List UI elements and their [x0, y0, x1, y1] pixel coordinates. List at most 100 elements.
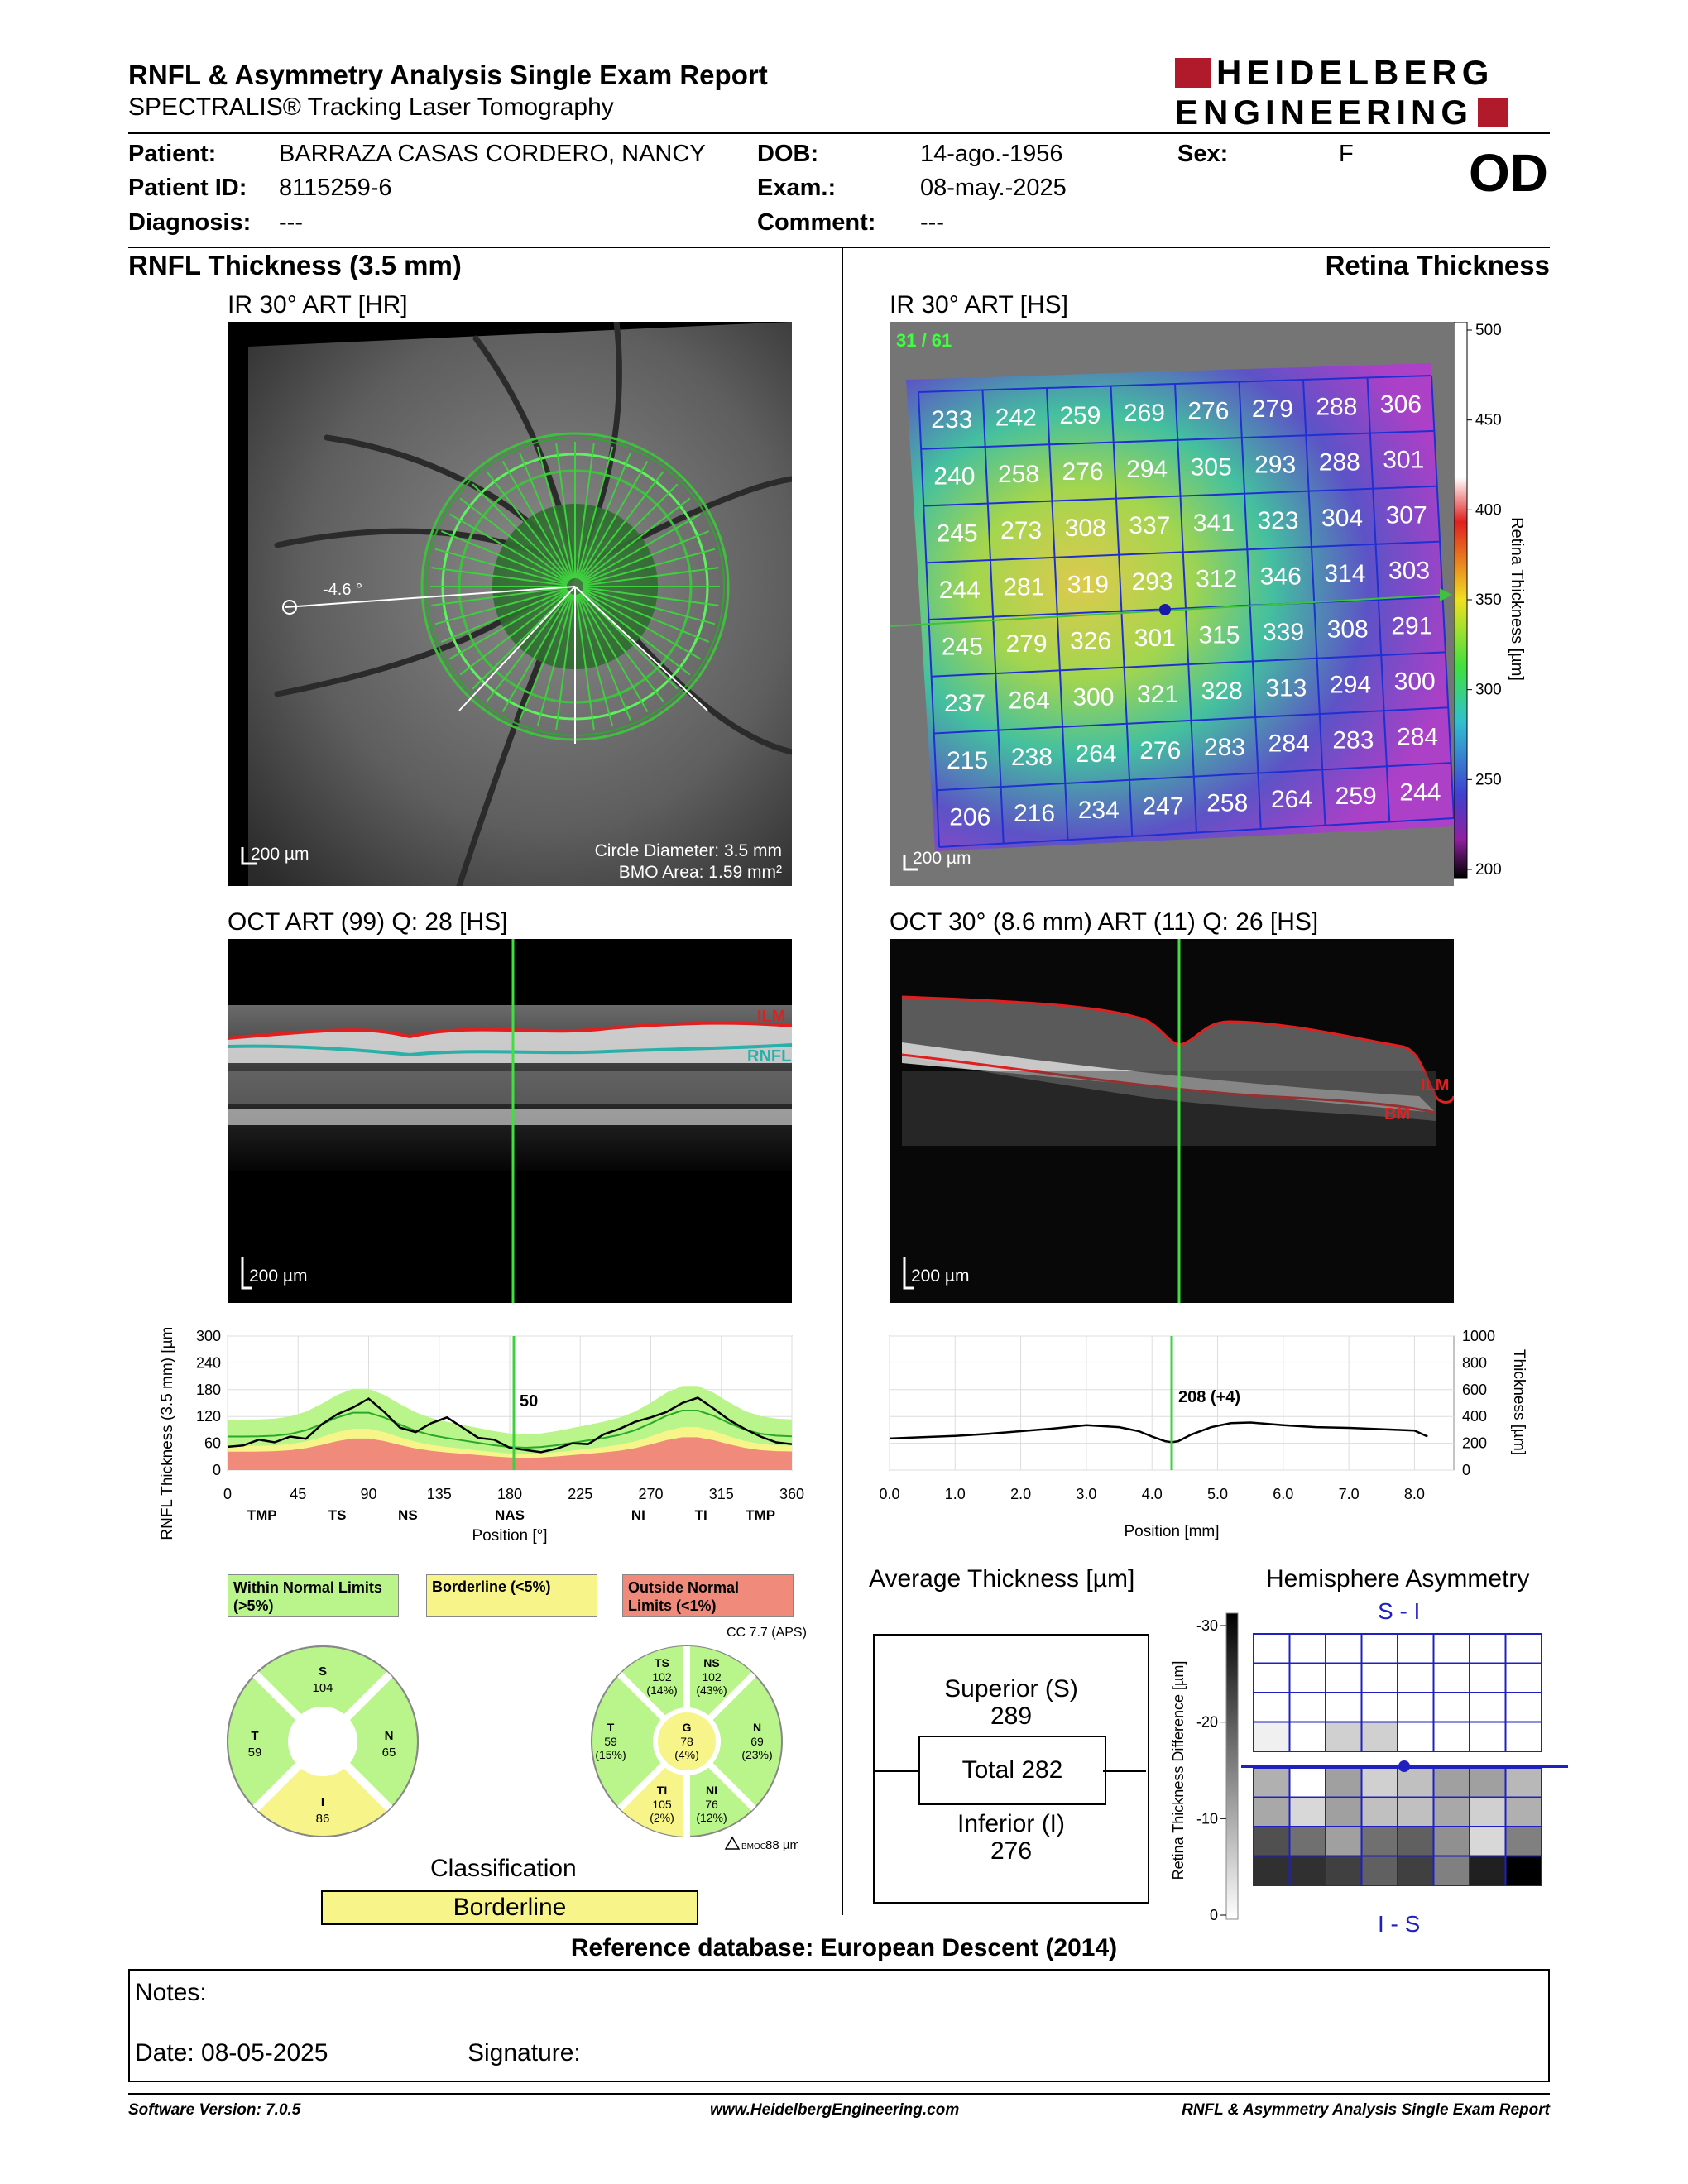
scan-spoke [555, 594, 575, 730]
grid-cell-value: 315 [1198, 621, 1240, 649]
diagnosis-value: --- [279, 209, 303, 236]
dob-label: DOB: [757, 141, 819, 167]
asymmetry-cell [1325, 1767, 1363, 1798]
grid-line [928, 596, 1443, 620]
asymmetry-cell [1504, 1721, 1542, 1752]
hemisphere-tick: 0 [1210, 1907, 1218, 1923]
sector-diagram-6: TS 102 (14%) NS 102 (43%) T 59 (15%) G 7… [591, 1645, 798, 1852]
asymmetry-cell [1432, 1796, 1470, 1827]
scan-spoke [555, 443, 575, 579]
oct-right-scale: 200 µm [911, 1267, 969, 1286]
exam-label: Exam.: [757, 175, 837, 201]
asymmetry-cell [1432, 1633, 1470, 1664]
legend-outside: Outside Normal Limits (<1%) [622, 1574, 794, 1617]
rnfl-sector-label: TMP [247, 1507, 277, 1523]
grid-cell-value: 346 [1260, 563, 1302, 590]
oct-left-rnfl: RNFL [747, 1047, 791, 1066]
retina-xtick: 1.0 [945, 1486, 966, 1502]
asymmetry-cell [1325, 1826, 1363, 1857]
grid-cell-value: 326 [1070, 627, 1111, 654]
section-rule [128, 247, 1550, 248]
colorbar-label: Retina Thickness [µm] [1508, 517, 1526, 681]
notes-date: Date: 08-05-2025 [135, 2039, 328, 2067]
scan-spoke [434, 587, 568, 625]
sector6-ns-pct: (43%) [696, 1684, 727, 1697]
rnfl-sector-label: NS [398, 1507, 418, 1523]
delta-icon [724, 1836, 741, 1850]
sector4-n-label: N [385, 1729, 394, 1743]
asymmetry-cell [1253, 1633, 1291, 1664]
scan-spoke [582, 513, 702, 583]
asymmetry-cell [1360, 1692, 1398, 1723]
asymmetry-cell [1469, 1826, 1507, 1857]
hemisphere-scale-label: Retina Thickness Difference [µm] [1170, 1661, 1187, 1880]
sex-label: Sex: [1177, 141, 1229, 167]
scan-spoke [576, 446, 614, 579]
grid-cell-value: 264 [1009, 687, 1050, 714]
rnfl-ytick: 300 [196, 1328, 221, 1344]
sector4-s-value: 104 [312, 1681, 333, 1695]
colorbar-tick: 200 [1475, 861, 1502, 879]
oct-bscan-right: ILM BM 200 µm [890, 939, 1454, 1303]
rnfl-ytick: 60 [204, 1435, 221, 1452]
retina-xtick: 8.0 [1404, 1486, 1425, 1502]
oct-right-bm: BM [1384, 1105, 1410, 1123]
hemisphere-scale: -30 -20 -10 0 Retina Thickness Difference [… [1170, 1612, 1239, 1923]
rnfl-sector-label: TI [695, 1507, 707, 1523]
grid-cell-value: 312 [1196, 566, 1237, 593]
scan-spoke [459, 591, 569, 676]
avg-superior-value: 289 [990, 1703, 1033, 1730]
asymmetry-cell [1253, 1721, 1291, 1752]
rnfl-xtick: 45 [290, 1486, 306, 1502]
colorbar-tick: 250 [1475, 771, 1502, 788]
grid-cell-value: 321 [1137, 681, 1178, 708]
eye-indicator: OD [1469, 143, 1548, 203]
retina-cursor-value: 208 (+4) [1178, 1388, 1240, 1406]
grid-cell-value: 288 [1316, 393, 1357, 420]
grid-cell-value: 279 [1005, 630, 1047, 658]
sector6-ni-value: 76 [705, 1798, 718, 1811]
scan-spoke [579, 592, 664, 702]
ir-left-scale: 200 µm [251, 845, 309, 864]
cc-label: CC 7.7 (APS) [727, 1626, 807, 1640]
asymmetry-cell [1253, 1767, 1291, 1798]
classification-value: Borderline [321, 1890, 698, 1925]
grid-cell-value: 244 [1399, 779, 1441, 807]
scan-spoke [583, 567, 719, 587]
asymmetry-cell [1469, 1692, 1507, 1723]
rnfl-ytick: 120 [196, 1408, 221, 1425]
retina-xtick: 2.0 [1010, 1486, 1031, 1502]
asymmetry-cell [1397, 1633, 1435, 1664]
grid-cell-value: 293 [1132, 568, 1173, 596]
retina-ytick: 1000 [1462, 1328, 1495, 1344]
sector6-n-pct: (23%) [741, 1748, 772, 1761]
grid-cell-value: 307 [1386, 502, 1427, 529]
retina-xtick: 4.0 [1142, 1486, 1163, 1502]
colorbar-tick: 400 [1475, 501, 1502, 519]
grid-cell-value: 306 [1380, 391, 1422, 419]
grid-cell-value: 247 [1142, 793, 1183, 821]
scan-spoke [486, 471, 571, 581]
asymmetry-cell [1360, 1662, 1398, 1693]
rnfl-outside-band [228, 1437, 792, 1470]
grid-cell-value: 304 [1321, 505, 1363, 532]
scan-spoke [519, 452, 573, 580]
sex-value: F [1339, 141, 1354, 167]
grid-line [933, 706, 1449, 735]
sector6-n-value: 69 [750, 1735, 764, 1748]
grid-cell-value: 237 [944, 690, 985, 717]
sector4-n-value: 65 [382, 1746, 396, 1760]
asymmetry-cell [1325, 1855, 1363, 1886]
ir-fundus-right: 31 / 61 233 242 259 269 276 279 288 306 240 258 27… [890, 322, 1454, 886]
scan-spoke [583, 587, 716, 625]
grid-cell-value: 291 [1391, 613, 1432, 640]
asymmetry-cell [1432, 1692, 1470, 1723]
brand-logo-line2: ENGINEERING [1175, 93, 1508, 132]
ir-left-label: IR 30° ART [HR] [228, 291, 408, 318]
scan-spoke [431, 587, 568, 606]
patient-id-label: Patient ID: [128, 175, 247, 201]
footer-rule [128, 2093, 1550, 2095]
oct-left-scale: 200 µm [249, 1267, 307, 1286]
scan-spoke [486, 592, 571, 702]
sector6-ti-value: 105 [652, 1798, 672, 1811]
